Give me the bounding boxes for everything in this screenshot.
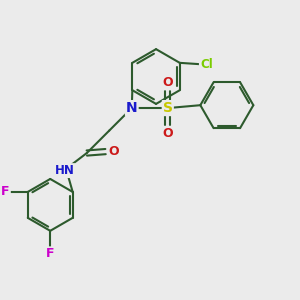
Text: O: O — [163, 76, 173, 89]
Text: HN: HN — [55, 164, 75, 177]
Text: O: O — [108, 145, 119, 158]
Text: N: N — [126, 101, 138, 115]
Text: F: F — [1, 185, 10, 198]
Text: O: O — [163, 127, 173, 140]
Text: S: S — [163, 101, 173, 115]
Text: Cl: Cl — [200, 58, 213, 71]
Text: F: F — [46, 248, 55, 260]
